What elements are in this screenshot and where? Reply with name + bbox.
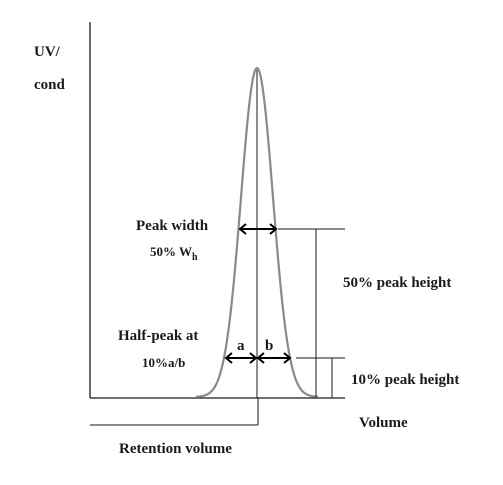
y-axis-label-line1: UV/ [34,44,61,60]
a-arrow [224,352,258,364]
b-label: b [265,338,273,354]
b-arrow [256,352,292,364]
x-axis-label: Volume [359,415,408,431]
peak-width-label: Peak width [136,218,209,234]
peak-width-value: 50% Wh [150,244,198,263]
fifty-percent-peak-height-label: 50% peak height [343,275,451,291]
ten-percent-peak-height-label: 10% peak height [351,372,459,388]
retention-volume-label: Retention volume [119,441,232,457]
peak-width-value-sub: h [192,252,198,263]
a-label: a [237,338,245,354]
peak-curve [195,66,319,398]
peak-width-value-main: 50% W [150,244,192,259]
half-peak-value: 10%a/b [142,355,185,370]
y-axis-label-line2: cond [34,77,66,93]
peak-width-arrow [238,223,278,235]
half-peak-label: Half-peak at [118,328,198,344]
